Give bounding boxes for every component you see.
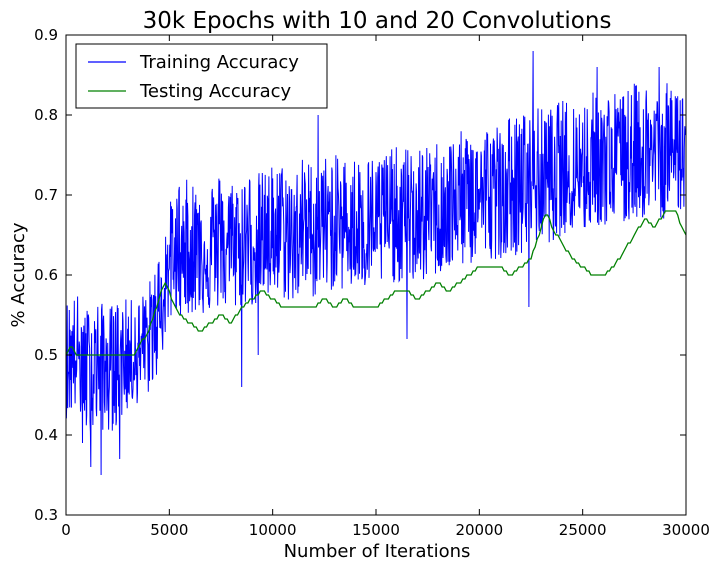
chart-title: 30k Epochs with 10 and 20 Convolutions bbox=[143, 8, 612, 34]
x-tick-label: 30000 bbox=[662, 521, 710, 539]
legend-box bbox=[75, 43, 328, 109]
series-layer bbox=[65, 50, 687, 476]
y-tick-label: 0.5 bbox=[34, 346, 58, 364]
legend-label-training: Training Accuracy bbox=[139, 52, 299, 73]
x-tick-label: 25000 bbox=[559, 521, 607, 539]
x-tick-label: 0 bbox=[61, 521, 71, 539]
y-tick-label: 0.4 bbox=[34, 426, 58, 444]
plot-background bbox=[66, 35, 686, 515]
y-tick-label: 0.8 bbox=[34, 106, 58, 124]
legend: Training Accuracy Testing Accuracy bbox=[75, 43, 328, 109]
x-tick-label: 20000 bbox=[455, 521, 503, 539]
x-axis-ticks: 0 5000 10000 15000 20000 25000 30000 bbox=[61, 35, 710, 539]
x-tick-label: 15000 bbox=[352, 521, 400, 539]
y-tick-label: 0.3 bbox=[34, 506, 58, 524]
y-axis-ticks: 0.3 0.4 0.5 0.6 0.7 0.8 0.9 bbox=[34, 26, 686, 524]
y-axis-label: % Accuracy bbox=[8, 222, 29, 327]
x-axis-label: Number of Iterations bbox=[284, 541, 471, 562]
x-tick-label: 10000 bbox=[249, 521, 297, 539]
x-tick-label: 5000 bbox=[150, 521, 188, 539]
plot-area bbox=[65, 34, 687, 516]
y-tick-label: 0.6 bbox=[34, 266, 58, 284]
y-tick-label: 0.7 bbox=[34, 186, 58, 204]
series-line-training bbox=[65, 50, 687, 476]
series-line-testing bbox=[65, 210, 687, 356]
y-tick-label: 0.9 bbox=[34, 26, 58, 44]
legend-label-testing: Testing Accuracy bbox=[139, 81, 292, 102]
